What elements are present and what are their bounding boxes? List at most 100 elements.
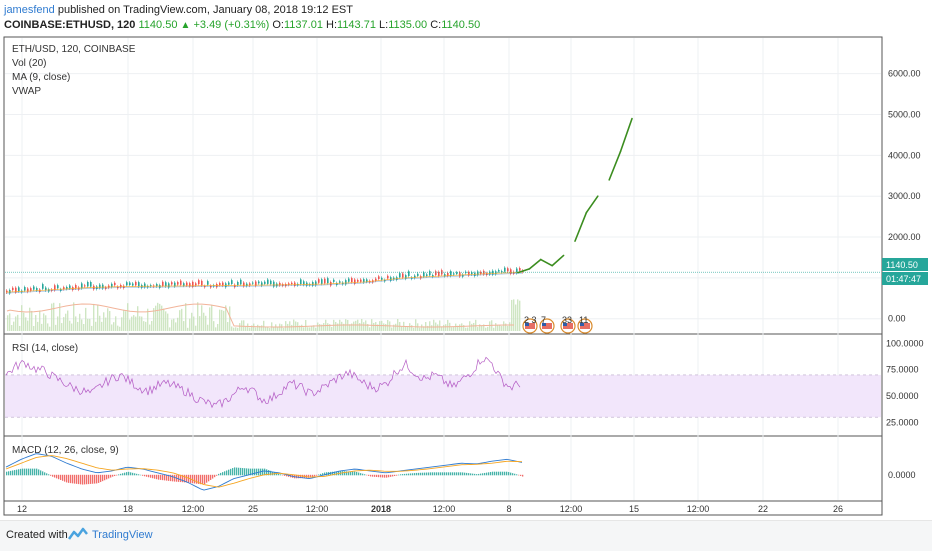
volume-bar <box>223 310 225 331</box>
candle-body <box>135 281 137 286</box>
volume-bar <box>447 319 449 331</box>
macd-histogram-bar <box>16 469 18 476</box>
volume-bar <box>479 324 481 331</box>
macd-histogram-bar <box>140 474 142 476</box>
macd-histogram-bar <box>42 471 44 476</box>
price-axis-label[interactable]: 0.00 <box>888 314 906 324</box>
candle-body <box>27 288 29 292</box>
volume-bar <box>383 323 385 331</box>
candle-body <box>267 279 269 284</box>
macd-histogram-bar <box>486 472 488 476</box>
tradingview-link[interactable]: TradingView <box>92 529 153 541</box>
candle-body <box>408 271 410 277</box>
macd-histogram-bar <box>336 471 338 476</box>
volume-bar <box>153 308 155 331</box>
macd-pane-title[interactable]: MACD (12, 26, close, 9) <box>12 445 119 456</box>
macd-histogram-bar <box>120 473 122 476</box>
macd-histogram-bar <box>88 474 90 485</box>
macd-histogram-bar <box>372 474 374 477</box>
candle-body <box>78 287 80 290</box>
tradingview-logo-icon <box>68 527 88 540</box>
event-badge[interactable]: 2 3 <box>522 315 538 334</box>
candle-body <box>345 280 347 285</box>
price-axis-label[interactable]: 4000.00 <box>888 150 921 160</box>
macd-histogram-bar <box>296 474 298 479</box>
event-badges[interactable]: 2 3 7 33 11 <box>522 315 593 334</box>
up-arrow-icon: ▲ <box>180 20 191 31</box>
time-axis-label: 22 <box>758 504 768 514</box>
candle-body <box>138 282 140 287</box>
volume-bar <box>51 303 53 331</box>
time-axis-label: 12 <box>17 504 27 514</box>
candle-body <box>447 272 449 276</box>
candle-body <box>411 277 413 279</box>
volume-bar <box>173 318 175 331</box>
volume-bar <box>349 324 351 331</box>
indicator-vol[interactable]: Vol (20) <box>12 58 46 69</box>
macd-histogram-bar <box>152 474 154 479</box>
candle-body <box>336 282 338 286</box>
volume-bar <box>515 304 517 331</box>
created-with-text: Created with <box>6 529 68 541</box>
macd-histogram-bar <box>316 474 318 476</box>
macd-histogram-bar <box>70 474 72 484</box>
macd-histogram-bar <box>456 472 458 476</box>
volume-bar <box>139 316 141 331</box>
volume-bar <box>461 323 463 331</box>
candle-body <box>519 268 521 271</box>
macd-histogram-bar <box>234 467 236 476</box>
macd-histogram-bar <box>248 468 250 476</box>
time-axis[interactable]: 12 18 12:00 25 12:00 2018 12:00 8 12:00 15 12:00 22… <box>17 504 843 514</box>
macd-histogram-bar <box>172 474 174 482</box>
volume-bar <box>233 327 235 331</box>
volume-bar <box>29 307 31 331</box>
event-badge[interactable]: 33 <box>560 315 576 334</box>
macd-histogram-bar <box>450 472 452 476</box>
volume-bar <box>459 324 461 331</box>
last-price-tag-bg <box>882 258 928 271</box>
volume-bar <box>433 319 435 331</box>
volume-bar <box>213 321 215 331</box>
macd-histogram-bar <box>506 471 508 476</box>
rsi-pane-title[interactable]: RSI (14, close) <box>12 343 78 354</box>
candle-body <box>459 272 461 277</box>
macd-histogram-bar <box>318 474 320 476</box>
macd-histogram-bar <box>34 468 36 476</box>
macd-histogram-bar <box>414 473 416 476</box>
volume-bar <box>269 327 271 331</box>
projection-segment <box>608 150 622 181</box>
volume-bar <box>151 320 153 331</box>
volume-bar <box>9 313 11 331</box>
chart-canvas[interactable]: 2 3 7 33 11 6000.00 5000.00 4000.00 3000.00 200… <box>0 36 932 520</box>
rsi-axis-label: 50.0000 <box>886 391 919 401</box>
volume-bar <box>429 321 431 331</box>
event-badge[interactable]: 7 <box>539 315 555 334</box>
price-axis-label[interactable]: 6000.00 <box>888 69 921 79</box>
macd-histogram-bar <box>448 472 450 476</box>
macd-histogram-bar <box>58 474 60 480</box>
flag-stripes-icon <box>563 323 573 329</box>
volume-bar <box>369 327 371 331</box>
candle-body <box>501 271 503 273</box>
candle-body <box>288 283 290 285</box>
macd-histogram-bar <box>198 474 200 484</box>
indicator-vwap[interactable]: VWAP <box>12 86 41 97</box>
price-axis-label[interactable]: 3000.00 <box>888 191 921 201</box>
event-badge[interactable]: 11 <box>577 315 593 334</box>
indicator-ma[interactable]: MA (9, close) <box>12 72 70 83</box>
author-link[interactable]: jamesfend <box>4 4 55 16</box>
time-axis-label: 12:00 <box>306 504 329 514</box>
volume-bar <box>157 302 159 331</box>
vwap-line <box>5 273 523 294</box>
candle-body <box>252 282 254 284</box>
footer-bar: Created with TradingView <box>0 520 932 551</box>
volume-bar <box>63 317 65 331</box>
price-axis-label[interactable]: 5000.00 <box>888 110 921 120</box>
macd-histogram-bar <box>386 474 388 478</box>
volume-bar <box>495 323 497 331</box>
price-axis-label[interactable]: 2000.00 <box>888 232 921 242</box>
volume-bar <box>471 323 473 331</box>
macd-histogram-bar <box>250 468 252 476</box>
macd-histogram-bar <box>94 474 96 484</box>
candle-body <box>303 281 305 285</box>
